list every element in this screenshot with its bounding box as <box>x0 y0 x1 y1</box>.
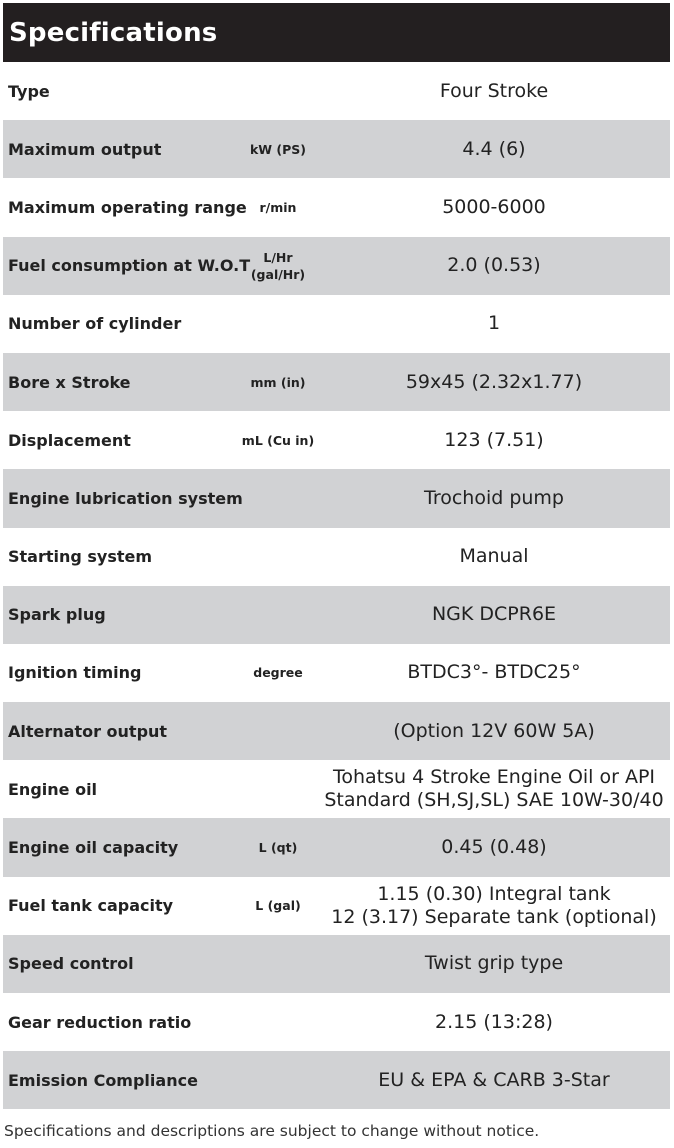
spec-unit: L/Hr (gal/Hr) <box>250 249 306 282</box>
spec-label: Type <box>8 81 50 101</box>
spec-label: Gear reduction ratio <box>8 1012 192 1032</box>
spec-row-emission-compliance: Emission Compliance EU & EPA & CARB 3-St… <box>3 1051 670 1110</box>
spec-label: Speed control <box>8 954 134 974</box>
spec-value: 4.4 (6) <box>462 137 526 160</box>
spec-row-bore-x-stroke: Bore x Stroke mm (in) 59x45 (2.32x1.77) <box>3 352 670 412</box>
spec-label: Fuel consumption at W.O.T <box>8 256 251 276</box>
spec-row-gear-reduction-ratio: Gear reduction ratio 2.15 (13:28) <box>3 993 670 1051</box>
spec-label: Fuel tank capacity <box>8 896 174 916</box>
spec-row-type: Type Four Stroke <box>3 62 670 120</box>
spec-value: Tohatsu 4 Stroke Engine Oil or API Stand… <box>324 766 664 812</box>
spec-unit: L (qt) <box>258 840 298 856</box>
spec-label: Spark plug <box>8 605 106 625</box>
spec-value: Manual <box>459 545 529 568</box>
spec-label: Maximum operating range <box>8 197 247 217</box>
spec-row-maximum-operating-range: Maximum operating range r/min 5000-6000 <box>3 178 670 236</box>
spec-value: (Option 12V 60W 5A) <box>393 719 595 742</box>
spec-value: NGK DCPR6E <box>431 603 557 626</box>
spec-label: Starting system <box>8 547 153 567</box>
page-title: Specifications <box>3 3 670 62</box>
spec-label: Bore x Stroke <box>8 372 131 392</box>
spec-value: 1.15 (0.30) Integral tank 12 (3.17) Sepa… <box>331 882 657 928</box>
spec-label: Emission Compliance <box>8 1070 198 1090</box>
spec-value: Trochoid pump <box>424 486 564 509</box>
spec-unit: mL (Cu in) <box>241 432 315 448</box>
disclaimer-note: Specifications and descriptions are subj… <box>4 1122 540 1140</box>
spec-label: Engine oil capacity <box>8 838 179 858</box>
spec-value: 59x45 (2.32x1.77) <box>405 370 583 393</box>
spec-row-speed-control: Speed control Twist grip type <box>3 934 670 993</box>
spec-value: BTDC3°- BTDC25° <box>407 661 581 684</box>
spec-unit: kW (PS) <box>249 141 307 157</box>
spec-row-fuel-consumption: Fuel consumption at W.O.T L/Hr (gal/Hr) … <box>3 236 670 295</box>
spec-row-engine-oil: Engine oil Tohatsu 4 Stroke Engine Oil o… <box>3 760 670 818</box>
spec-row-maximum-output: Maximum output kW (PS) 4.4 (6) <box>3 120 670 179</box>
spec-value: 123 (7.51) <box>444 428 544 451</box>
spec-value: 5000-6000 <box>442 195 546 218</box>
spec-label: Engine lubrication system <box>8 488 243 508</box>
spec-row-engine-lubrication-system: Engine lubrication system Trochoid pump <box>3 469 670 528</box>
spec-row-alternator-output: Alternator output (Option 12V 60W 5A) <box>3 702 670 761</box>
spec-row-spark-plug: Spark plug NGK DCPR6E <box>3 585 670 644</box>
spec-label: Engine oil <box>8 779 98 799</box>
spec-value: 2.0 (0.53) <box>447 254 541 277</box>
spec-value: 0.45 (0.48) <box>441 836 547 859</box>
spec-unit: mm (in) <box>250 374 306 390</box>
spec-unit: L (gal) <box>255 898 301 914</box>
spec-value: 2.15 (13:28) <box>435 1010 553 1033</box>
spec-label: Alternator output <box>8 721 168 741</box>
spec-value: 1 <box>487 312 501 335</box>
spec-row-displacement: Displacement mL (Cu in) 123 (7.51) <box>3 411 670 469</box>
spec-unit: degree <box>253 665 303 681</box>
spec-label: Ignition timing <box>8 663 142 683</box>
spec-row-ignition-timing: Ignition timing degree BTDC3°- BTDC25° <box>3 644 670 702</box>
spec-label: Number of cylinder <box>8 314 182 334</box>
spec-unit: r/min <box>259 199 297 215</box>
spec-row-engine-oil-capacity: Engine oil capacity L (qt) 0.45 (0.48) <box>3 818 670 877</box>
spec-label: Maximum output <box>8 139 162 159</box>
spec-label: Displacement <box>8 430 131 450</box>
spec-row-starting-system: Starting system Manual <box>3 528 670 586</box>
specifications-table: Type Four Stroke Maximum output kW (PS) … <box>3 62 670 1110</box>
spec-row-number-of-cylinder: Number of cylinder 1 <box>3 295 670 353</box>
spec-value: Four Stroke <box>439 79 549 102</box>
spec-value: Twist grip type <box>424 952 564 975</box>
spec-value: EU & EPA & CARB 3-Star <box>378 1068 610 1091</box>
spec-row-fuel-tank-capacity: Fuel tank capacity L (gal) 1.15 (0.30) I… <box>3 877 670 935</box>
